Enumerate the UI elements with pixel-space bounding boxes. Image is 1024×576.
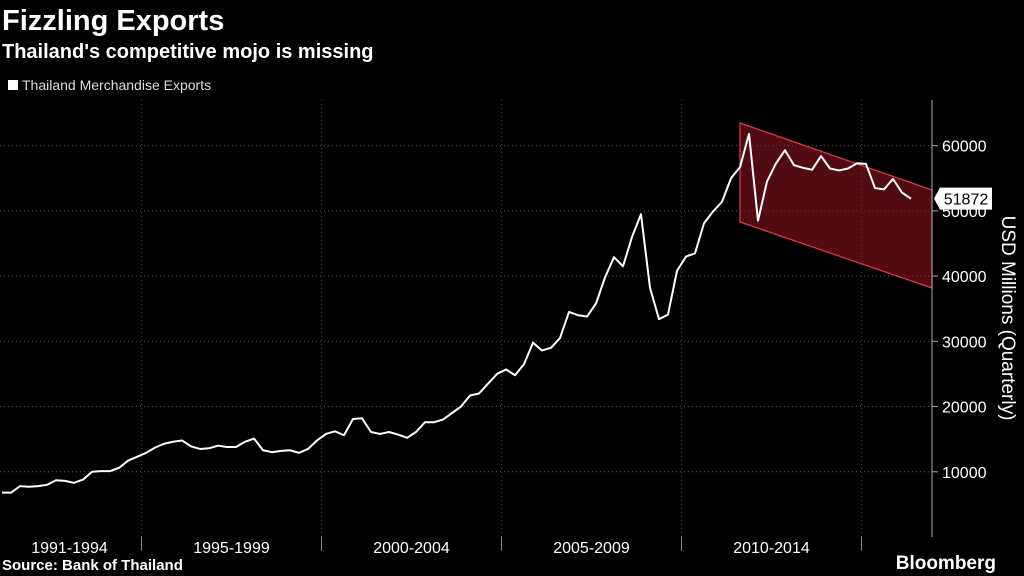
y-tick-label: 20000	[942, 400, 987, 417]
x-tick-label: 2005-2009	[553, 540, 630, 557]
brand: Bloomberg	[896, 553, 996, 574]
legend-swatch	[8, 80, 18, 90]
source: Source: Bank of Thailand	[2, 557, 183, 574]
data-line	[2, 132, 912, 494]
y-axis-label: USD Millions (Quarterly)	[997, 216, 1018, 421]
chart-subtitle: Thailand's competitive mojo is missing	[2, 41, 374, 63]
y-tick-label: 40000	[942, 269, 987, 286]
last-value-box	[934, 187, 992, 210]
y-tick-label: 60000	[942, 139, 987, 156]
x-tick-label: 1991-1994	[31, 540, 108, 557]
x-tick-label: 2010-2014	[733, 540, 810, 557]
chart-title: Fizzling Exports	[2, 5, 224, 37]
legend-label: Thailand Merchandise Exports	[22, 77, 211, 93]
y-tick-label: 10000	[942, 465, 987, 482]
y-tick-label: 30000	[942, 334, 987, 351]
x-tick-label: 1995-1999	[193, 540, 270, 557]
last-value-label: 51872	[944, 192, 989, 209]
x-tick-label: 2000-2004	[373, 540, 450, 557]
